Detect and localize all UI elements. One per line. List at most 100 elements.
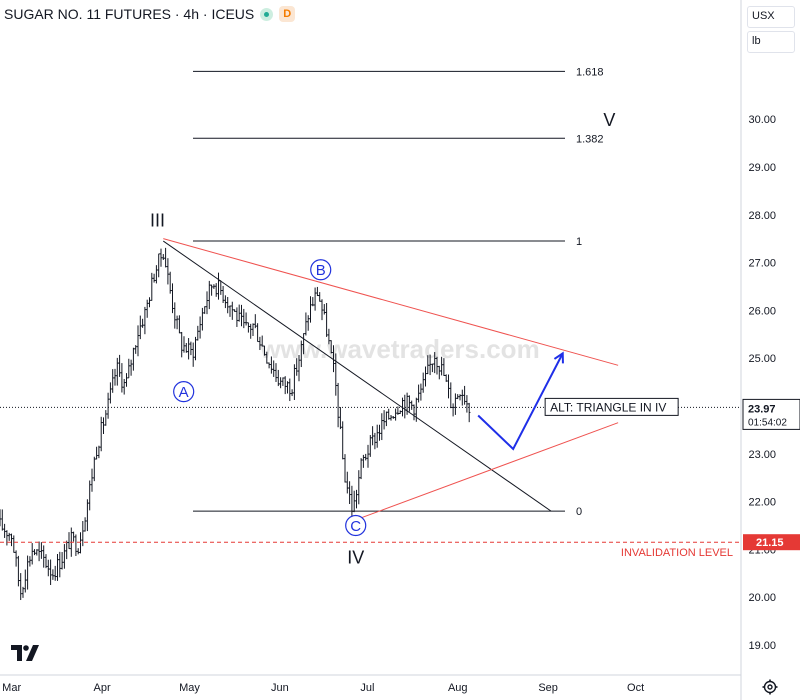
invalidation-tag-text: 21.15 [756,537,784,549]
wave-label-v: V [603,110,615,130]
price-bar [307,315,310,331]
price-bar [274,363,278,382]
price-bar [431,363,434,373]
price-bar [42,545,45,568]
price-bar [334,353,337,396]
time-tick-label: Jun [271,682,289,694]
fibonacci-levels: 1.618 1.382 1 0 [193,66,604,518]
price-bar [419,383,423,401]
price-bar [100,416,103,452]
price-bar [104,410,107,426]
alt-triangle-annotation: ALT: TRIANGLE IN IV [544,397,679,416]
price-bar [164,247,167,268]
settings-gear-icon[interactable] [762,679,778,695]
price-bar [284,376,287,395]
invalidation-label: INVALIDATION LEVEL [621,547,733,559]
price-bar [258,336,262,351]
price-bar [221,285,225,304]
price-bar [286,381,289,394]
price-bar [175,315,179,330]
price-bar [139,315,142,340]
price-bar [422,372,425,393]
currency-select[interactable]: USX [747,6,795,28]
price-bar [311,297,314,307]
price-bar [297,354,301,382]
price-bar [67,532,71,550]
price-bar [263,345,266,356]
price-bar [141,318,144,328]
price-bar [231,301,234,320]
price-bar [49,559,52,585]
price-bar [90,468,94,492]
price-bar [196,325,199,341]
price-bar [454,393,457,415]
price-bar [31,543,34,565]
tradingview-logo-icon [11,645,39,661]
price-bar [385,411,388,427]
price-bar [146,299,149,318]
price-bar [60,552,64,570]
unit-select[interactable]: lb [747,31,795,53]
price-bar [438,365,441,380]
price-bar [19,573,22,601]
price-bar [261,335,264,347]
price-bar [109,382,112,404]
price-bar [136,325,140,357]
price-bar [440,356,443,376]
price-bar [194,336,197,361]
price-bar [279,377,282,389]
price-bar [445,374,448,382]
fib-level-label: 1 [576,236,582,248]
price-bar [399,410,402,415]
price-bar [323,304,326,315]
price-bar [0,509,2,527]
wave-iii-to-triangle-apex [162,240,552,512]
price-bar [410,400,413,410]
delayed-data-badge[interactable]: D [279,6,296,22]
wave-label-circle [310,259,332,281]
wave-label-text: B [316,262,326,279]
price-bar [449,382,452,409]
price-bar [313,287,317,311]
price-bar [33,549,36,556]
wave-label-b: B [310,259,332,281]
forecast-arrowhead [553,351,564,364]
price-bar [47,559,50,577]
price-bar [251,323,255,336]
price-tick-label: 29.00 [748,162,776,174]
symbol-title: SUGAR NO. 11 FUTURES · 4h · ICEUS [4,6,255,22]
price-bar [350,485,354,518]
wave-label-circle [345,514,367,537]
current-price-tag: 23.97 01:54:02 [742,398,800,430]
price-bar [408,395,411,412]
price-bar [442,358,446,376]
price-bar [468,402,471,423]
fib-level-label: 1.618 [576,66,604,78]
price-bar [336,382,340,428]
wave-label-c: C [345,514,367,537]
price-bar [290,389,294,397]
price-bar [380,413,383,441]
price-bar [83,517,87,532]
price-bar [148,297,151,308]
price-bar [182,336,186,353]
price-bar [166,258,170,285]
price-bar [143,306,147,335]
price-bar [318,292,321,302]
price-bar [189,341,193,356]
price-bar [3,523,6,538]
price-axis[interactable]: 19.0020.0021.0022.0023.0024.0025.0026.00… [742,114,800,652]
wave-label-text: C [350,518,361,535]
symbol-header[interactable]: SUGAR NO. 11 FUTURES · 4h · ICEUS D [4,6,296,22]
wave-label-text: A [179,384,189,401]
time-axis[interactable]: Mar Apr May Jun Jul Aug Sep Oct [2,682,644,694]
price-bar [332,345,335,373]
price-bar [132,347,135,371]
price-bar [295,358,298,376]
price-bar [359,458,363,480]
price-bar [346,471,349,494]
price-bar [97,445,101,459]
price-bar [157,253,160,278]
